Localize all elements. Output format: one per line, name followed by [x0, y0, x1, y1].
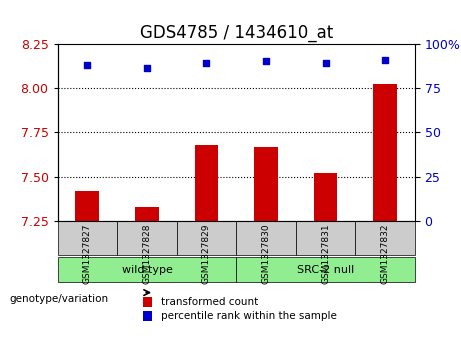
Point — [84, 62, 91, 68]
Bar — [254, 147, 278, 221]
Bar — [313, 174, 337, 221]
FancyBboxPatch shape — [236, 257, 415, 282]
Text: GSM1327831: GSM1327831 — [321, 223, 330, 284]
Point — [143, 66, 151, 72]
Bar — [135, 207, 159, 221]
FancyBboxPatch shape — [58, 221, 117, 255]
Point — [322, 60, 329, 66]
FancyBboxPatch shape — [296, 221, 355, 255]
FancyBboxPatch shape — [117, 221, 177, 255]
Text: GSM1327830: GSM1327830 — [261, 223, 271, 284]
Bar — [76, 191, 99, 221]
Title: GDS4785 / 1434610_at: GDS4785 / 1434610_at — [140, 24, 333, 42]
Bar — [143, 297, 152, 307]
Point — [262, 58, 270, 64]
FancyBboxPatch shape — [177, 221, 236, 255]
Text: transformed count: transformed count — [161, 297, 259, 306]
Bar — [373, 85, 397, 221]
Text: genotype/variation: genotype/variation — [9, 294, 108, 305]
Text: GSM1327829: GSM1327829 — [202, 223, 211, 284]
Text: SRC-2 null: SRC-2 null — [297, 265, 354, 274]
Text: wild type: wild type — [122, 265, 172, 274]
Text: GSM1327832: GSM1327832 — [381, 223, 390, 284]
Bar — [143, 311, 152, 321]
FancyBboxPatch shape — [355, 221, 415, 255]
FancyBboxPatch shape — [236, 221, 296, 255]
FancyBboxPatch shape — [58, 257, 236, 282]
Text: GSM1327828: GSM1327828 — [142, 223, 152, 284]
Text: GSM1327827: GSM1327827 — [83, 223, 92, 284]
Bar — [195, 145, 219, 221]
Point — [381, 57, 389, 62]
Point — [203, 60, 210, 66]
Text: percentile rank within the sample: percentile rank within the sample — [161, 311, 337, 321]
